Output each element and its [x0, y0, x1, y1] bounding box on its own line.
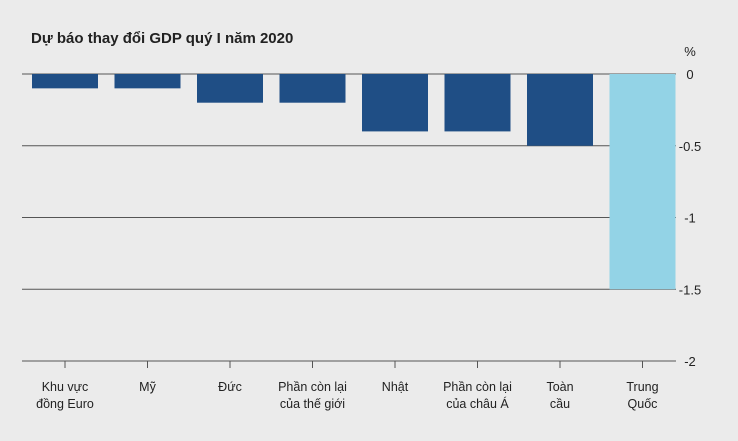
bar-layer [32, 74, 676, 290]
x-tick-label: Trung Quốc [626, 380, 658, 411]
bar [609, 74, 676, 290]
y-tick-label: -0.5 [679, 139, 701, 154]
x-tick-label: Mỹ [139, 380, 156, 394]
y-unit-label: % [684, 44, 696, 59]
bar [114, 74, 181, 89]
x-tick-label: Phần còn lại của châu Á [443, 380, 512, 411]
x-tick-label: Khu vực đồng Euro [36, 380, 94, 411]
x-tick-label: Toàn cầu [546, 380, 573, 411]
bar [362, 74, 428, 132]
y-tick-label: -1 [684, 211, 696, 226]
bar [197, 74, 263, 103]
y-tick-label: 0 [686, 67, 693, 82]
bar [32, 74, 98, 89]
chart-title: Dự báo thay đổi GDP quý I năm 2020 [31, 30, 294, 47]
y-tick-label: -1.5 [679, 282, 701, 297]
y-tick-label: -2 [684, 354, 696, 369]
x-tick-label: Đức [218, 380, 242, 394]
x-tick-label: Nhật [382, 380, 409, 394]
bar [279, 74, 346, 103]
x-tick-label: Phần còn lại của thế giới [278, 380, 347, 411]
axis-layer: 0 -0.5 -1 -1.5 -2 Khu vực đồng Euro Mỹ Đức Phần c… [36, 67, 701, 411]
bar [527, 74, 593, 146]
bar [444, 74, 511, 132]
